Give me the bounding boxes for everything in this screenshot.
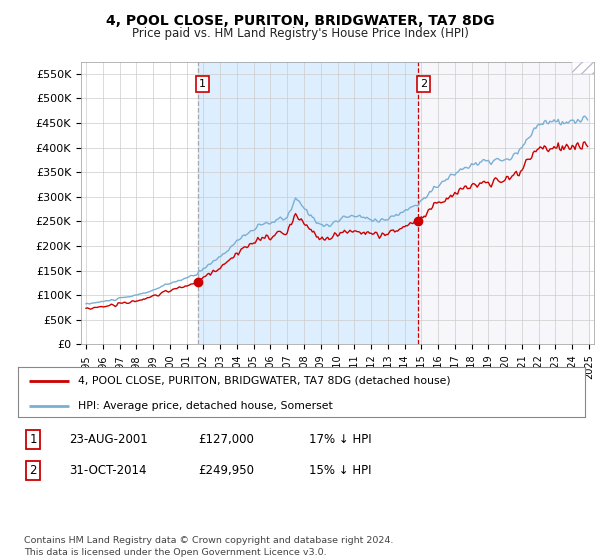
Text: Price paid vs. HM Land Registry's House Price Index (HPI): Price paid vs. HM Land Registry's House …	[131, 27, 469, 40]
Text: £249,950: £249,950	[198, 464, 254, 477]
Text: 4, POOL CLOSE, PURITON, BRIDGWATER, TA7 8DG: 4, POOL CLOSE, PURITON, BRIDGWATER, TA7 …	[106, 14, 494, 28]
Text: Contains HM Land Registry data © Crown copyright and database right 2024.
This d: Contains HM Land Registry data © Crown c…	[24, 536, 394, 557]
Text: 31-OCT-2014: 31-OCT-2014	[69, 464, 146, 477]
Text: 4, POOL CLOSE, PURITON, BRIDGWATER, TA7 8DG (detached house): 4, POOL CLOSE, PURITON, BRIDGWATER, TA7 …	[77, 376, 450, 386]
Text: HPI: Average price, detached house, Somerset: HPI: Average price, detached house, Some…	[77, 401, 332, 411]
Text: 17% ↓ HPI: 17% ↓ HPI	[309, 433, 371, 446]
Text: 15% ↓ HPI: 15% ↓ HPI	[309, 464, 371, 477]
Text: 1: 1	[199, 79, 206, 88]
Text: 23-AUG-2001: 23-AUG-2001	[69, 433, 148, 446]
Bar	[418, 62, 589, 344]
Bar	[197, 62, 418, 344]
Text: 2: 2	[29, 464, 37, 477]
Text: £127,000: £127,000	[198, 433, 254, 446]
Text: 2: 2	[420, 79, 427, 88]
Text: 1: 1	[29, 433, 37, 446]
